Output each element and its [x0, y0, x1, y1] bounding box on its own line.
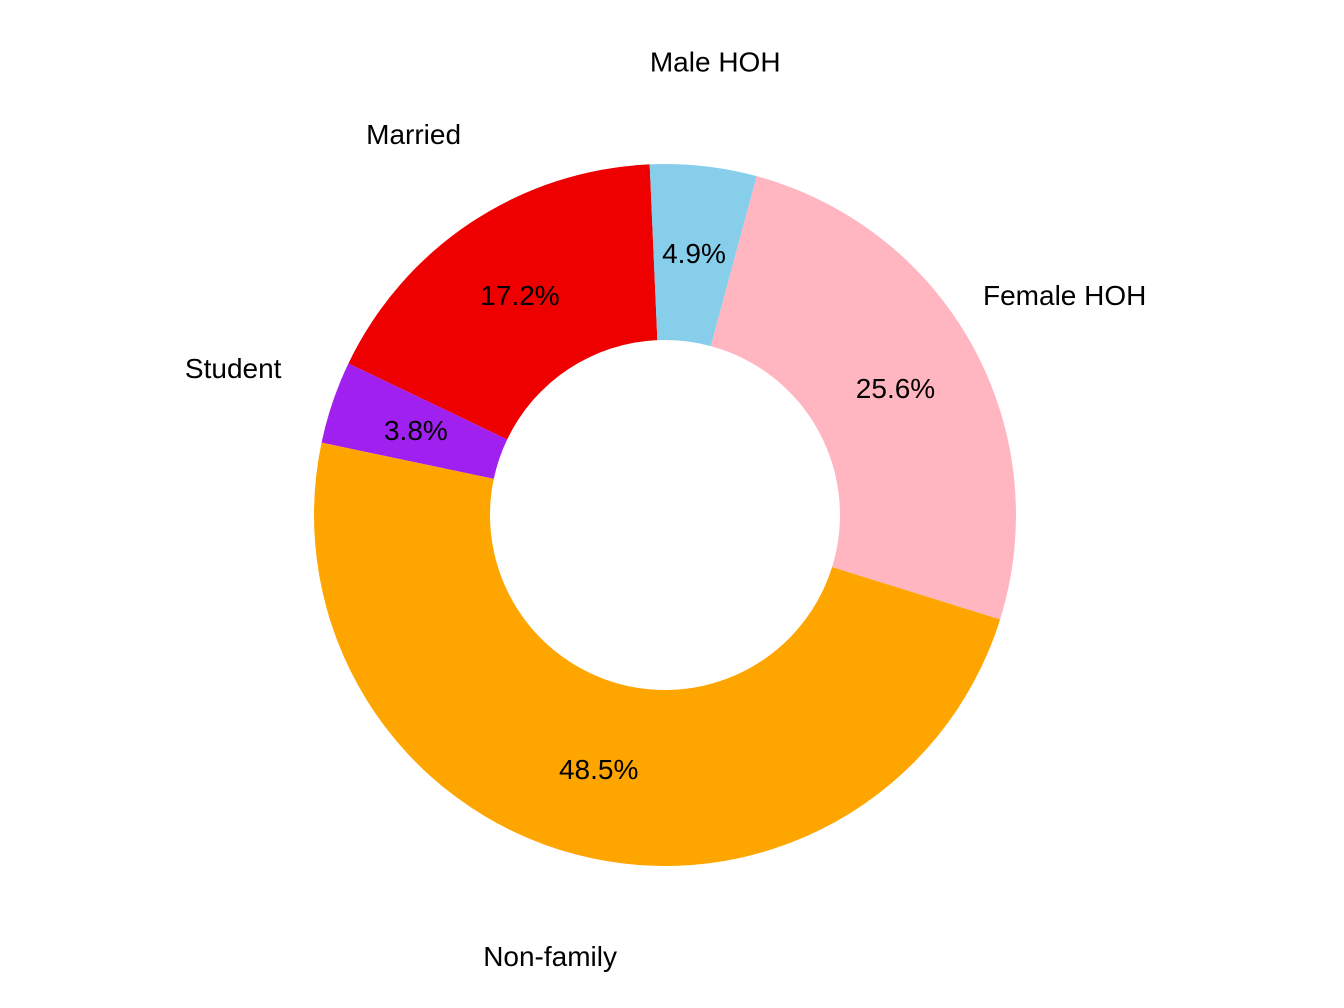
percent-label-non-family: 48.5% — [559, 754, 638, 785]
slice-group — [314, 164, 1016, 866]
percent-label-group: 17.2% 3.8% 48.5% 25.6% 4.9% — [384, 238, 935, 785]
percent-label-female-hoh: 25.6% — [856, 373, 935, 404]
slice-non-family — [314, 442, 1001, 866]
category-label-male-hoh: Male HOH — [650, 46, 781, 77]
category-label-student: Student — [185, 353, 282, 384]
slice-male-hoh — [649, 164, 757, 347]
category-label-married: Married — [366, 119, 461, 150]
percent-label-male-hoh: 4.9% — [662, 238, 726, 269]
slice-female-hoh — [710, 176, 1016, 620]
slice-married — [348, 164, 658, 440]
percent-label-married: 17.2% — [480, 280, 559, 311]
slice-student — [321, 363, 508, 479]
category-label-female-hoh: Female HOH — [983, 280, 1146, 311]
category-label-non-family: Non-family — [483, 941, 617, 972]
percent-label-student: 3.8% — [384, 415, 448, 446]
category-label-group: Married Student Non-family Female HOH Male H… — [185, 46, 1146, 972]
